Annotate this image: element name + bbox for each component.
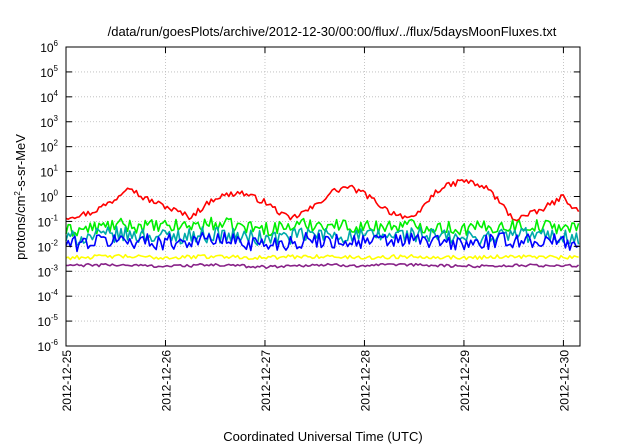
x-axis-label: Coordinated Universal Time (UTC) — [223, 429, 422, 444]
y-tick-label: 101 — [40, 164, 58, 180]
y-tick-label: 104 — [40, 89, 58, 105]
series-line-5 — [65, 262, 580, 270]
y-tick-label: 10-1 — [38, 213, 59, 229]
x-tick-label: 2012-12-30 — [557, 350, 571, 412]
x-tick-label: 2012-12-28 — [358, 350, 372, 412]
y-tick-label: 106 — [40, 39, 58, 55]
y-tick-label: 105 — [40, 64, 58, 80]
grid-layer — [66, 47, 580, 346]
series-line-3 — [65, 231, 579, 253]
y-axis-label: protons/cm2-s-sr-MeV — [13, 134, 28, 260]
y-tick-label: 10-3 — [38, 263, 59, 279]
chart-title: /data/run/goesPlots/archive/2012-12-30/0… — [108, 24, 557, 39]
x-tick-label: 2012-12-29 — [458, 350, 472, 412]
y-tick-label: 10-5 — [38, 313, 59, 329]
y-tick-label: 102 — [40, 139, 58, 155]
y-tick-label: 10-6 — [38, 338, 59, 354]
y-tick-label: 10-4 — [38, 288, 59, 304]
x-axis: 2012-12-25 2012-12-26 2012-12-27 2012-12-28… — [60, 47, 571, 411]
series-layer — [65, 179, 580, 270]
y-axis: 10-6 10-5 10-4 10-3 10-2 10-1 100 101 102 103 104 1… — [38, 39, 580, 354]
y-tick-label: 100 — [40, 189, 58, 205]
plot-frame — [65, 46, 581, 347]
series-line-4 — [65, 253, 579, 261]
y-tick-label: 103 — [40, 114, 58, 130]
series-line-0 — [65, 179, 580, 222]
x-tick-label: 2012-12-25 — [60, 350, 74, 412]
x-tick-label: 2012-12-26 — [159, 350, 173, 412]
series-line-1 — [65, 216, 580, 237]
y-tick-label: 10-2 — [38, 238, 59, 254]
x-tick-label: 2012-12-27 — [259, 350, 273, 412]
